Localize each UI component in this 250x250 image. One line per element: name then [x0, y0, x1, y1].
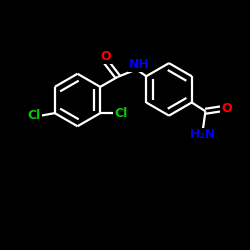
Text: O: O	[100, 50, 110, 62]
Text: O: O	[222, 102, 232, 115]
Text: H₂N: H₂N	[190, 128, 216, 141]
Text: NH: NH	[128, 58, 149, 71]
Text: Cl: Cl	[114, 106, 128, 120]
Text: Cl: Cl	[28, 109, 41, 122]
